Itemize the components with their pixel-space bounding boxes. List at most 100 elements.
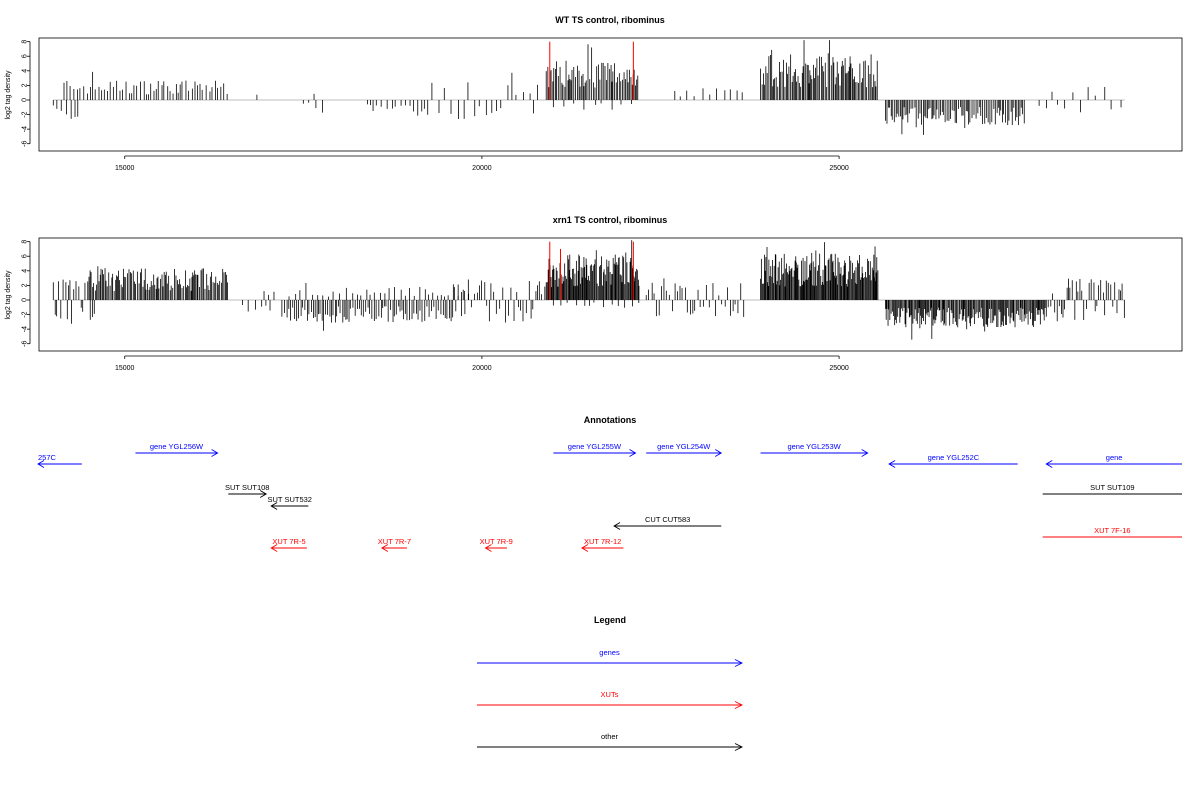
arrow-left-icon: [888, 460, 896, 468]
annotation-feature: XUT 7R-5: [270, 537, 307, 552]
legend: Legend genes XUTs other: [477, 615, 744, 751]
annotation-feature: gene YGL256W: [135, 442, 219, 457]
arrow-left-icon: [37, 460, 45, 468]
arrow-right-icon: [734, 743, 744, 751]
y-tick-label: -4: [22, 326, 29, 332]
wt-y-axis: 8 6 4 2 0 -2 -4 -6: [22, 40, 31, 147]
legend-title: Legend: [594, 615, 626, 625]
y-tick-label: 8: [22, 240, 29, 244]
xrn1-coverage-bars: [52, 240, 1125, 340]
annotation-feature: gene YGL253W: [760, 442, 869, 457]
arrow-left-icon: [484, 544, 492, 552]
arrow-right-icon: [715, 449, 723, 457]
annotation-feature: XUT 7R-12: [581, 537, 624, 552]
feature-label: gene YGL255W: [568, 442, 622, 451]
annotation-feature: gene: [1045, 453, 1182, 468]
wt-panel-title: WT TS control, ribominus: [555, 15, 665, 25]
arrow-right-icon: [734, 659, 744, 667]
feature-label: SUT SUT108: [225, 483, 269, 492]
x-tick-label: 15000: [115, 365, 135, 372]
y-tick-label: 0: [22, 98, 29, 102]
x-tick-label: 20000: [472, 165, 492, 172]
x-tick-label: 25000: [829, 165, 849, 172]
x-tick-label: 15000: [115, 165, 135, 172]
wt-highlight-bars: [549, 41, 634, 100]
legend-label: other: [601, 732, 619, 741]
legend-label: genes: [599, 648, 620, 657]
legend-item: genes: [477, 648, 744, 667]
y-tick-label: -2: [22, 311, 29, 317]
feature-label: SUT SUT532: [268, 495, 312, 504]
annotation-features: 257C gene YGL256W gene YGL255W gene YGL254W…: [37, 442, 1182, 552]
arrow-left-icon: [1045, 460, 1053, 468]
feature-label: XUT 7R-5: [272, 537, 305, 546]
y-tick-label: 2: [22, 83, 29, 87]
y-tick-label: -6: [22, 340, 29, 346]
annotation-feature: XUT 7F-16: [1042, 526, 1182, 538]
arrow-right-icon: [629, 449, 637, 457]
annotation-feature: CUT CUT583: [613, 515, 722, 530]
annotations-title: Annotations: [584, 415, 637, 425]
xrn1-highlight-bars: [549, 241, 634, 300]
feature-label: XUT 7R-9: [480, 537, 513, 546]
feature-label: gene: [1106, 453, 1123, 462]
y-tick-label: 6: [22, 54, 29, 58]
arrow-right-icon: [259, 490, 268, 498]
annotation-feature: gene YGL255W: [553, 442, 637, 457]
feature-label: gene YGL254W: [657, 442, 711, 451]
wt-x-axis: 15000 20000 25000: [115, 155, 849, 172]
y-tick-label: 4: [22, 269, 29, 273]
annotation-feature: XUT 7R-7: [378, 537, 411, 552]
wt-plot-frame: [38, 37, 1183, 152]
annotations-track: Annotations 257C gene YGL256W gene YGL255W…: [37, 415, 1182, 552]
xrn1-y-axis: 8 6 4 2 0 -2 -4 -6: [22, 240, 31, 347]
x-tick-label: 20000: [472, 365, 492, 372]
xrn1-y-axis-label: log2 tag density: [5, 270, 12, 320]
legend-item: XUTs: [477, 690, 744, 709]
y-tick-label: -6: [22, 140, 29, 146]
feature-label: CUT CUT583: [645, 515, 690, 524]
wt-coverage-panel: WT TS control, ribominus log2 tag densit…: [5, 15, 1183, 172]
feature-label: gene YGL252C: [928, 453, 980, 462]
legend-label: XUTs: [601, 690, 619, 699]
feature-label: XUT 7R-12: [584, 537, 621, 546]
wt-y-axis-label: log2 tag density: [5, 70, 12, 120]
annotation-feature: XUT 7R-9: [480, 537, 513, 552]
feature-label: SUT SUT109: [1090, 483, 1134, 492]
y-tick-label: 8: [22, 40, 29, 44]
y-tick-label: -4: [22, 126, 29, 132]
annotation-feature: gene YGL252C: [888, 453, 1018, 468]
legend-items: genes XUTs other: [477, 648, 744, 751]
annotation-feature: gene YGL254W: [646, 442, 723, 457]
feature-label: XUT 7R-7: [378, 537, 411, 546]
y-tick-label: 0: [22, 298, 29, 302]
annotation-feature: SUT SUT108: [225, 483, 269, 498]
xrn1-plot-frame: [38, 237, 1183, 352]
y-tick-label: 4: [22, 69, 29, 73]
arrow-right-icon: [734, 701, 744, 709]
annotation-feature: SUT SUT532: [268, 495, 312, 510]
arrow-left-icon: [613, 522, 621, 530]
y-tick-label: 2: [22, 283, 29, 287]
x-tick-label: 25000: [829, 365, 849, 372]
y-tick-label: -2: [22, 111, 29, 117]
arrow-left-icon: [270, 544, 278, 552]
legend-item: other: [477, 732, 744, 751]
arrow-left-icon: [381, 544, 389, 552]
arrow-left-icon: [270, 502, 278, 510]
arrow-left-icon: [581, 544, 589, 552]
y-tick-label: 6: [22, 254, 29, 258]
feature-label: gene YGL256W: [150, 442, 204, 451]
annotation-feature: 257C: [37, 453, 82, 468]
annotation-feature: SUT SUT109: [1042, 483, 1182, 495]
wt-coverage-bars: [52, 40, 1122, 135]
xrn1-x-axis: 15000 20000 25000: [115, 355, 849, 372]
arrow-right-icon: [211, 449, 219, 457]
xrn1-coverage-panel: xrn1 TS control, ribominus log2 tag dens…: [5, 215, 1183, 372]
feature-label: 257C: [38, 453, 57, 462]
feature-label: gene YGL253W: [787, 442, 841, 451]
feature-label: XUT 7F-16: [1094, 526, 1131, 535]
arrow-right-icon: [861, 449, 869, 457]
xrn1-panel-title: xrn1 TS control, ribominus: [553, 215, 668, 225]
